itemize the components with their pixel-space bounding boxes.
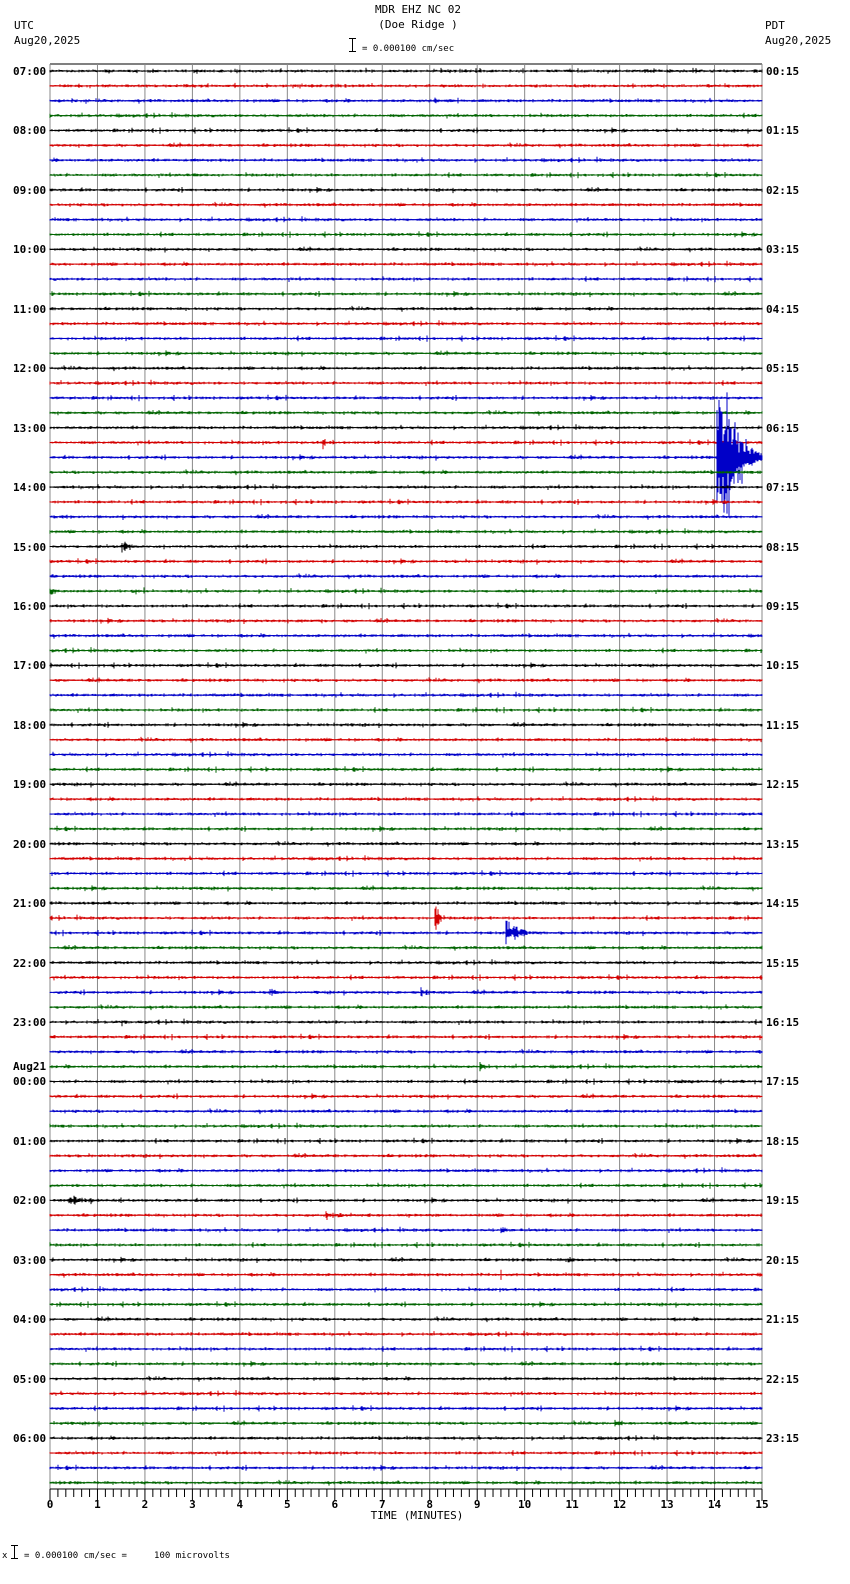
- pdt-hour-label: 17:15: [766, 1075, 800, 1089]
- pdt-hour-label: 21:15: [766, 1313, 800, 1327]
- pdt-hour-label: 15:15: [766, 956, 800, 970]
- x-tick-label: 2: [141, 1498, 149, 1511]
- footer-scale-prefix: x: [2, 1551, 8, 1561]
- utc-hour-label: 19:00: [13, 778, 47, 792]
- utc-hour-label: 01:00: [13, 1134, 47, 1148]
- pdt-hour-label: 14:15: [766, 897, 800, 911]
- x-tick-label: 6: [331, 1498, 339, 1511]
- pdt-hour-label: 16:15: [766, 1016, 800, 1030]
- utc-hour-label: 06:00: [13, 1432, 47, 1446]
- utc-hour-label: 21:00: [13, 897, 47, 911]
- utc-hour-label: 12:00: [13, 362, 47, 376]
- utc-hour-label: 02:00: [13, 1194, 47, 1208]
- footer-scale-text: = 0.000100 cm/sec = 100 microvolts: [24, 1551, 230, 1561]
- utc-hour-label: 11:00: [13, 302, 47, 316]
- header-scale: = 0.000100 cm/sec: [362, 44, 455, 54]
- pdt-hour-label: 20:15: [766, 1253, 800, 1267]
- x-tick-label: 3: [189, 1498, 196, 1511]
- utc-hour-label: 03:00: [13, 1253, 47, 1267]
- pdt-hour-label: 05:15: [766, 362, 800, 376]
- right-date: Aug20,2025: [765, 34, 832, 47]
- pdt-hour-label: 18:15: [766, 1134, 800, 1148]
- seismic-traces: [49, 67, 763, 1486]
- utc-hour-label: 16:00: [13, 599, 47, 613]
- x-axis-label: TIME (MINUTES): [370, 1509, 464, 1522]
- pdt-hour-label: 12:15: [766, 778, 800, 792]
- x-tick-label: 12: [612, 1498, 627, 1511]
- x-tick-label: 4: [236, 1498, 244, 1511]
- utc-hour-label: 22:00: [13, 956, 47, 970]
- x-tick-label: 13: [660, 1498, 674, 1511]
- x-tick-label: 0: [46, 1498, 54, 1511]
- utc-hour-label: 09:00: [13, 183, 47, 197]
- x-tick-label: 5: [284, 1498, 291, 1511]
- date-change-label: Aug21: [13, 1060, 47, 1074]
- utc-hour-label: 20:00: [13, 837, 47, 851]
- utc-hour-label: 14:00: [13, 481, 47, 495]
- pdt-hour-label: 00:15: [766, 65, 800, 78]
- pdt-hour-label: 23:15: [766, 1432, 800, 1446]
- utc-hour-label: 07:00: [13, 65, 47, 78]
- utc-hour-label: 00:00: [13, 1075, 47, 1089]
- x-tick-label: 10: [518, 1498, 532, 1511]
- x-tick-label: 9: [473, 1498, 481, 1511]
- pdt-hour-label: 06:15: [766, 421, 800, 435]
- x-tick-label: 7: [378, 1498, 386, 1511]
- utc-hour-label: 17:00: [13, 659, 47, 673]
- pdt-hour-label: 10:15: [766, 659, 800, 673]
- utc-hour-label: 18:00: [13, 718, 47, 732]
- pdt-hour-label: 19:15: [766, 1194, 800, 1208]
- pdt-hour-label: 07:15: [766, 481, 800, 495]
- pdt-hour-label: 09:15: [766, 599, 800, 613]
- pdt-hour-label: 11:15: [766, 718, 800, 732]
- pdt-hour-label: 01:15: [766, 124, 800, 138]
- time-axis: [49, 1488, 763, 1501]
- utc-hour-label: 23:00: [13, 1016, 47, 1030]
- utc-hour-label: 10:00: [13, 243, 47, 257]
- pdt-hour-label: 08:15: [766, 540, 800, 554]
- left-date: Aug20,2025: [14, 34, 81, 47]
- pdt-hour-label: 02:15: [766, 183, 800, 197]
- pdt-hour-label: 03:15: [766, 243, 800, 257]
- right-timezone: PDT: [765, 19, 785, 32]
- minute-gridlines: [49, 63, 763, 1489]
- pdt-hour-label: 22:15: [766, 1372, 800, 1386]
- header-site: (Doe Ridge ): [378, 18, 458, 31]
- x-tick-label: 14: [707, 1498, 722, 1511]
- utc-hour-label: 04:00: [13, 1313, 47, 1327]
- utc-hour-label: 15:00: [13, 540, 47, 554]
- x-tick-label: 1: [94, 1498, 101, 1511]
- header-station: MDR EHZ NC 02: [374, 3, 462, 16]
- scale-bar-icon: [349, 38, 356, 52]
- x-tick-label: 8: [426, 1498, 434, 1511]
- x-tick-label: 15: [755, 1498, 769, 1511]
- pdt-hour-label: 04:15: [766, 302, 800, 316]
- left-timezone: UTC: [14, 19, 34, 32]
- pdt-hour-label: 13:15: [766, 837, 800, 851]
- footer-scale-bar-icon: [11, 1545, 18, 1559]
- x-tick-label: 11: [565, 1498, 579, 1511]
- utc-hour-label: 05:00: [13, 1372, 47, 1386]
- utc-hour-label: 13:00: [13, 421, 47, 435]
- utc-hour-label: 08:00: [13, 124, 47, 138]
